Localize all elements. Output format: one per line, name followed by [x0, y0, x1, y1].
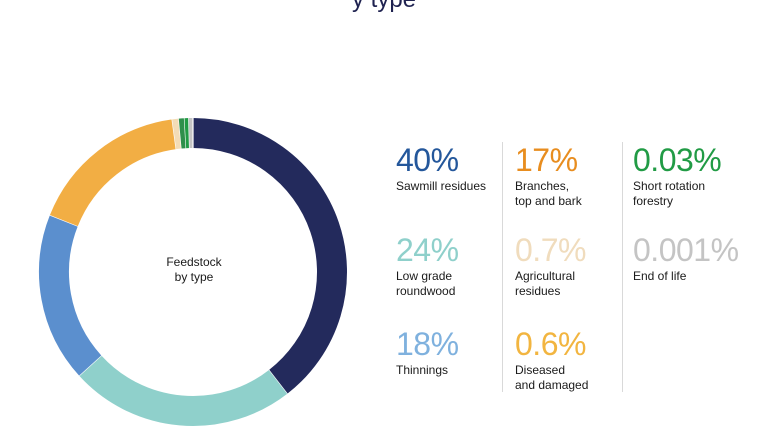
- legend-value: 0.03%: [633, 142, 722, 178]
- legend-label: Low grade roundwood: [396, 269, 456, 298]
- legend-item-branches-top-and-bark: 17% Branches, top and bark: [515, 142, 630, 209]
- legend-item-diseased-and-damaged: 0.6% Diseased and damaged: [515, 326, 630, 393]
- legend-item-thinnings: 18% Thinnings: [396, 326, 511, 378]
- legend-label: Branches, top and bark: [515, 179, 582, 208]
- donut-slice-thinnings: [39, 215, 102, 376]
- legend-value: 40%: [396, 142, 459, 178]
- legend-item-agricultural-residues: 0.7% Agricultural residues: [515, 232, 630, 299]
- chart-title: y type: [0, 0, 768, 14]
- donut-center-label: Feedstock by type: [166, 255, 222, 284]
- donut-slice-agricultural-residues: [172, 118, 182, 150]
- legend-label: Sawmill residues: [396, 179, 487, 193]
- legend-item-end-of-life: 0.001% End of life: [633, 232, 748, 284]
- legend-item-low-grade-roundwood: 24% Low grade roundwood: [396, 232, 511, 299]
- donut-slice-low-grade-roundwood: [79, 355, 288, 426]
- donut-chart: [39, 117, 347, 426]
- legend-label: Short rotation forestry: [633, 179, 706, 208]
- legend-value: 0.7%: [515, 232, 586, 268]
- legend-value: 0.6%: [515, 326, 586, 362]
- legend-label: End of life: [633, 269, 687, 283]
- legend-item-short-rotation-forestry: 0.03% Short rotation forestry: [633, 142, 748, 209]
- legend-divider: [502, 142, 503, 392]
- legend-value: 18%: [396, 326, 459, 362]
- donut-slice-sawmill-residues: [192, 118, 347, 394]
- legend-value: 17%: [515, 142, 578, 178]
- chart-legend: 40% Sawmill residues 24% Low grade round…: [396, 138, 756, 392]
- legend-value: 24%: [396, 232, 459, 268]
- legend-label: Diseased and damaged: [515, 363, 589, 392]
- donut-slice-branches-top-and-bark: [49, 119, 177, 227]
- legend-divider: [622, 142, 623, 392]
- legend-label: Agricultural residues: [515, 269, 576, 298]
- legend-item-sawmill-residues: 40% Sawmill residues: [396, 142, 511, 194]
- legend-label: Thinnings: [396, 363, 449, 377]
- legend-value: 0.001%: [633, 232, 739, 268]
